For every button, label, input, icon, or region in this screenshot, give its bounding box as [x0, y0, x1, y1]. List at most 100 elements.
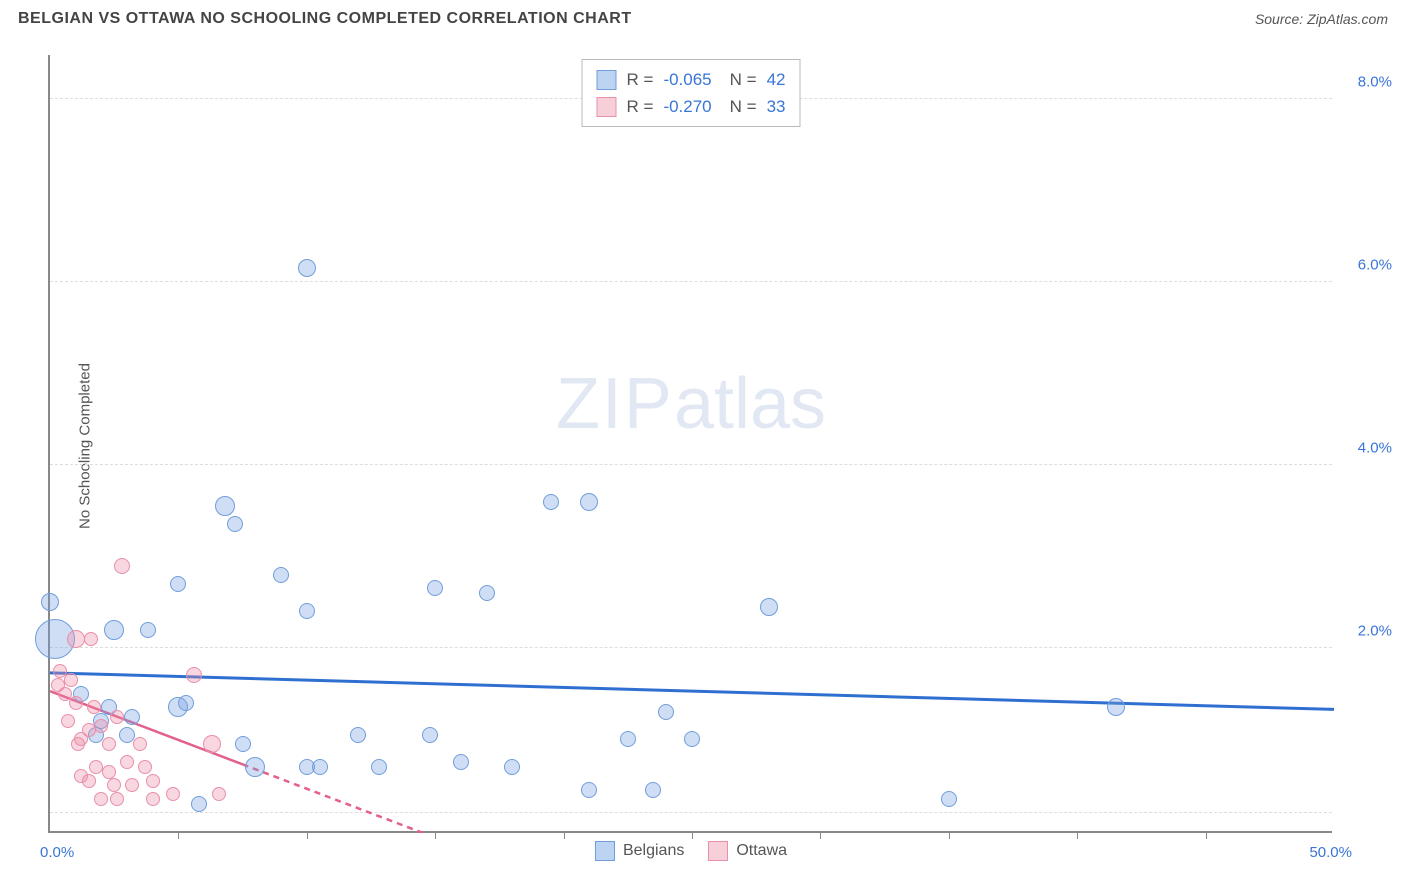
- x-tick-mark: [178, 831, 179, 839]
- point-belgians: [170, 576, 186, 592]
- point-belgians: [427, 580, 443, 596]
- point-belgians: [684, 731, 700, 747]
- point-ottawa: [146, 774, 160, 788]
- series-legend: Belgians Ottawa: [595, 841, 787, 861]
- y-gridline: [50, 281, 1332, 282]
- y-tick-label: 2.0%: [1358, 622, 1392, 639]
- point-belgians: [941, 791, 957, 807]
- chart-container: BELGIAN VS OTTAWA NO SCHOOLING COMPLETED…: [0, 0, 1406, 892]
- legend-swatch: [597, 70, 617, 90]
- point-ottawa: [166, 787, 180, 801]
- point-ottawa: [110, 792, 124, 806]
- point-belgians: [620, 731, 636, 747]
- x-tick-mark: [307, 831, 308, 839]
- x-tick-mark: [820, 831, 821, 839]
- point-belgians: [178, 695, 194, 711]
- r-label: R =: [627, 66, 654, 93]
- point-ottawa: [146, 792, 160, 806]
- watermark-bold: ZIP: [556, 364, 674, 444]
- correlation-legend: R = -0.065 N = 42 R = -0.270 N = 33: [582, 59, 801, 127]
- correlation-row: R = -0.270 N = 33: [597, 93, 786, 120]
- n-label: N =: [730, 93, 757, 120]
- point-belgians: [453, 754, 469, 770]
- point-ottawa: [94, 792, 108, 806]
- point-ottawa: [110, 710, 124, 724]
- point-belgians: [104, 620, 124, 640]
- watermark: ZIPatlas: [556, 363, 826, 445]
- regression-ottawa-dash: [243, 764, 436, 833]
- point-ottawa: [82, 774, 96, 788]
- point-ottawa: [102, 737, 116, 751]
- point-belgians: [658, 704, 674, 720]
- point-belgians: [422, 727, 438, 743]
- point-belgians: [350, 727, 366, 743]
- point-ottawa: [69, 696, 83, 710]
- y-tick-label: 4.0%: [1358, 439, 1392, 456]
- point-ottawa: [94, 719, 108, 733]
- point-ottawa: [84, 632, 98, 646]
- point-ottawa: [102, 765, 116, 779]
- r-value: -0.065: [663, 66, 711, 93]
- point-belgians: [235, 736, 251, 752]
- r-value: -0.270: [663, 93, 711, 120]
- legend-swatch: [595, 841, 615, 861]
- x-tick-mark: [949, 831, 950, 839]
- watermark-rest: atlas: [674, 364, 826, 444]
- point-ottawa: [64, 673, 78, 687]
- legend-swatch: [708, 841, 728, 861]
- y-tick-label: 8.0%: [1358, 73, 1392, 90]
- x-min-label: 0.0%: [40, 844, 74, 861]
- point-belgians: [140, 622, 156, 638]
- point-ottawa: [114, 558, 130, 574]
- point-ottawa: [203, 735, 221, 753]
- x-tick-mark: [692, 831, 693, 839]
- point-belgians: [543, 494, 559, 510]
- legend-label: Belgians: [623, 842, 684, 860]
- point-belgians: [298, 259, 316, 277]
- chart-title: BELGIAN VS OTTAWA NO SCHOOLING COMPLETED…: [18, 10, 632, 28]
- y-gridline: [50, 464, 1332, 465]
- point-belgians: [580, 493, 598, 511]
- point-ottawa: [61, 714, 75, 728]
- point-belgians: [504, 759, 520, 775]
- point-ottawa: [67, 630, 85, 648]
- point-belgians: [245, 757, 265, 777]
- regression-layer: [50, 55, 1334, 833]
- n-label: N =: [730, 66, 757, 93]
- point-belgians: [312, 759, 328, 775]
- point-belgians: [581, 782, 597, 798]
- legend-item: Ottawa: [708, 841, 787, 861]
- point-ottawa: [87, 700, 101, 714]
- x-tick-mark: [564, 831, 565, 839]
- point-ottawa: [125, 778, 139, 792]
- point-belgians: [227, 516, 243, 532]
- point-belgians: [124, 709, 140, 725]
- legend-swatch: [597, 97, 617, 117]
- r-label: R =: [627, 93, 654, 120]
- point-ottawa: [107, 778, 121, 792]
- point-belgians: [1107, 698, 1125, 716]
- point-belgians: [273, 567, 289, 583]
- n-value: 42: [767, 66, 786, 93]
- point-belgians: [645, 782, 661, 798]
- plot-area: ZIPatlas 2.0%4.0%6.0%8.0%0.0%50.0%R = -0…: [48, 55, 1332, 833]
- y-tick-label: 6.0%: [1358, 256, 1392, 273]
- point-ottawa: [138, 760, 152, 774]
- y-gridline: [50, 812, 1332, 813]
- correlation-row: R = -0.065 N = 42: [597, 66, 786, 93]
- point-ottawa: [120, 755, 134, 769]
- point-belgians: [191, 796, 207, 812]
- regression-belgians: [50, 673, 1334, 710]
- x-tick-mark: [435, 831, 436, 839]
- y-gridline: [50, 647, 1332, 648]
- point-ottawa: [212, 787, 226, 801]
- point-belgians: [371, 759, 387, 775]
- x-tick-mark: [1206, 831, 1207, 839]
- point-belgians: [299, 603, 315, 619]
- n-value: 33: [767, 93, 786, 120]
- point-ottawa: [133, 737, 147, 751]
- x-max-label: 50.0%: [1309, 844, 1352, 861]
- chart-header: BELGIAN VS OTTAWA NO SCHOOLING COMPLETED…: [0, 0, 1406, 30]
- point-belgians: [479, 585, 495, 601]
- point-belgians: [41, 593, 59, 611]
